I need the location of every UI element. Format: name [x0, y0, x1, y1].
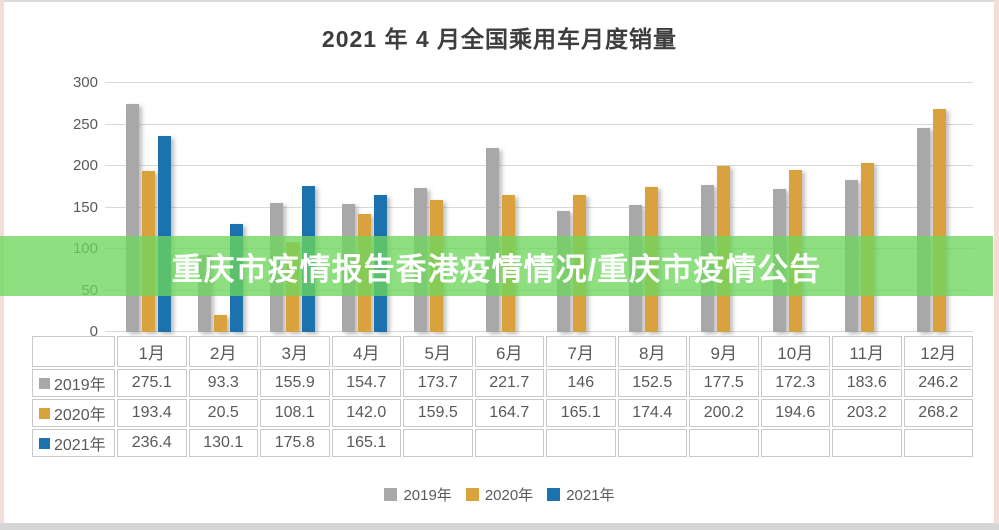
table-header-cell-12月: 12月 — [903, 336, 973, 367]
table-cell-2019年-7月: 146 — [546, 369, 616, 397]
series-key-swatch — [39, 437, 50, 449]
table-cell-2021年-8月 — [617, 429, 687, 457]
table-cell-2021年-10月 — [760, 429, 830, 457]
gridline-200 — [105, 165, 973, 166]
y-axis-tick-label: 150 — [72, 198, 98, 216]
series-key-swatch — [39, 377, 50, 389]
legend-swatch — [384, 488, 398, 501]
table-header-cell-8月: 8月 — [617, 336, 687, 367]
table-cell-2019年-9月: 177.5 — [689, 369, 759, 397]
table-cell-2020年-8月: 174.4 — [617, 399, 687, 427]
table-cell-2021年-2月: 130.1 — [188, 429, 258, 457]
table-cell-2020年-3月: 108.1 — [260, 399, 330, 427]
table-cell-2021年-3月: 175.8 — [260, 429, 330, 457]
table-cell-2021年-4月: 165.1 — [331, 429, 401, 457]
table-header-cell-9月: 9月 — [689, 336, 759, 367]
table-cell-2020年-2月: 20.5 — [188, 399, 258, 427]
bar-2021年-1月 — [158, 135, 172, 332]
table-cell-2019年-12月: 246.2 — [903, 369, 973, 397]
table-header-cell-5月: 5月 — [403, 336, 473, 367]
legend-swatch — [465, 488, 479, 501]
bar-2019年-1月 — [126, 103, 140, 332]
table-header-cell-2月: 2月 — [188, 336, 258, 367]
gridline-150 — [105, 206, 973, 208]
table-cell-2021年-7月 — [546, 429, 616, 457]
table-row-2021年: 2021年 236.4 130.1 175.8 165.1 — [32, 429, 973, 457]
table-cell-2020年-12月: 268.2 — [903, 399, 973, 427]
table-header-cell-10月: 10月 — [760, 336, 830, 367]
bar-2020年-12月 — [932, 109, 946, 332]
table-cell-2021年-11月 — [832, 429, 902, 457]
table-cell-2019年-4月: 154.7 — [331, 369, 401, 397]
table-cell-2021年-5月 — [403, 429, 473, 457]
table-cell-2021年-1月: 236.4 — [117, 429, 187, 457]
table-cell-2020年-7月: 165.1 — [546, 399, 616, 427]
table-cell-2019年-8月: 152.5 — [617, 369, 687, 397]
gridline-250 — [105, 123, 973, 125]
table-row-2020年: 2020年 193.4 20.5 108.1 142.0 159.5 164.7 165.1 1… — [32, 399, 973, 427]
table-row-header-2020年: 2020年 — [32, 399, 115, 427]
chart-title: 2021 年 4 月全国乘用车月度销量 — [321, 26, 678, 52]
legend-swatch — [547, 488, 561, 501]
table-cell-2019年-1月: 275.1 — [117, 369, 187, 397]
table-cell-2019年-3月: 155.9 — [260, 369, 330, 397]
table-cell-2021年-12月 — [903, 429, 973, 457]
series-key-swatch — [39, 407, 50, 419]
legend-label: 2020年 — [484, 487, 534, 504]
table-corner-cell — [32, 336, 115, 367]
series-name-label: 2019年 — [54, 377, 106, 394]
legend-label: 2021年 — [566, 487, 615, 504]
y-axis-tick-label: 250 — [72, 115, 98, 133]
table-cell-2019年-10月: 172.3 — [760, 369, 830, 397]
table-cell-2020年-10月: 194.6 — [760, 399, 830, 427]
legend-item-2021年: 2021年 — [547, 484, 615, 505]
table-header-cell-3月: 3月 — [260, 336, 330, 367]
legend-item-2020年: 2020年 — [465, 484, 534, 505]
table-cell-2020年-6月: 164.7 — [474, 399, 544, 427]
table-cell-2020年-4月: 142.0 — [331, 399, 401, 427]
table-cell-2020年-9月: 200.2 — [689, 399, 759, 427]
table-cell-2020年-5月: 159.5 — [403, 399, 473, 427]
table-header-cell-1月: 1月 — [117, 336, 187, 367]
table-row-2019年: 2019年 275.1 93.3 155.9 154.7 173.7 221.7 146 152… — [32, 369, 973, 397]
legend-item-2019年: 2019年 — [384, 484, 452, 505]
legend-label: 2019年 — [403, 487, 452, 504]
table-cell-2019年-5月: 173.7 — [403, 369, 473, 397]
series-name-label: 2020年 — [54, 407, 106, 424]
table-row-header-2019年: 2019年 — [32, 369, 115, 397]
gridline-0 — [105, 331, 973, 332]
frame-right-edge — [994, 0, 999, 530]
table-cell-2021年-6月 — [474, 429, 544, 457]
data-table: 1月 2月 3月 4月 5月 6月 7月 8月 9月 10月 11月 12月 2019年 275.1 93.… — [30, 334, 975, 459]
frame-bottom-edge — [0, 523, 999, 530]
overlay-banner-text: 重庆市疫情报告香港疫情情况/重庆市疫情公告 — [171, 251, 822, 287]
table-cell-2020年-11月: 203.2 — [832, 399, 902, 427]
table-header-cell-7月: 7月 — [546, 336, 616, 367]
y-axis-tick-label: 0 — [89, 323, 98, 340]
table-cell-2019年-6月: 221.7 — [474, 369, 544, 397]
table-cell-2021年-9月 — [689, 429, 759, 457]
table-cell-2019年-2月: 93.3 — [188, 369, 258, 397]
chart-legend: 2019年 2020年 2021年 — [0, 484, 999, 505]
y-axis-tick-label: 200 — [72, 157, 98, 174]
data-table-region: 1月 2月 3月 4月 5月 6月 7月 8月 9月 10月 11月 12月 2019年 275.1 93.… — [30, 334, 975, 459]
table-header-cell-4月: 4月 — [331, 336, 401, 367]
series-name-label: 2021年 — [54, 437, 106, 454]
bar-2020年-2月 — [214, 315, 228, 332]
table-header-cell-6月: 6月 — [474, 336, 544, 367]
y-axis-tick-label: 300 — [72, 74, 98, 91]
table-cell-2020年-1月: 193.4 — [117, 399, 187, 427]
table-row-header-2021年: 2021年 — [32, 429, 115, 457]
table-cell-2019年-11月: 183.6 — [832, 369, 902, 397]
frame-top-edge — [0, 0, 999, 2]
gridline-300 — [105, 82, 973, 83]
bar-2019年-12月 — [916, 127, 930, 332]
table-header-cell-11月: 11月 — [832, 336, 902, 367]
overlay-banner: 重庆市疫情报告香港疫情情况/重庆市疫情公告 — [0, 236, 993, 296]
